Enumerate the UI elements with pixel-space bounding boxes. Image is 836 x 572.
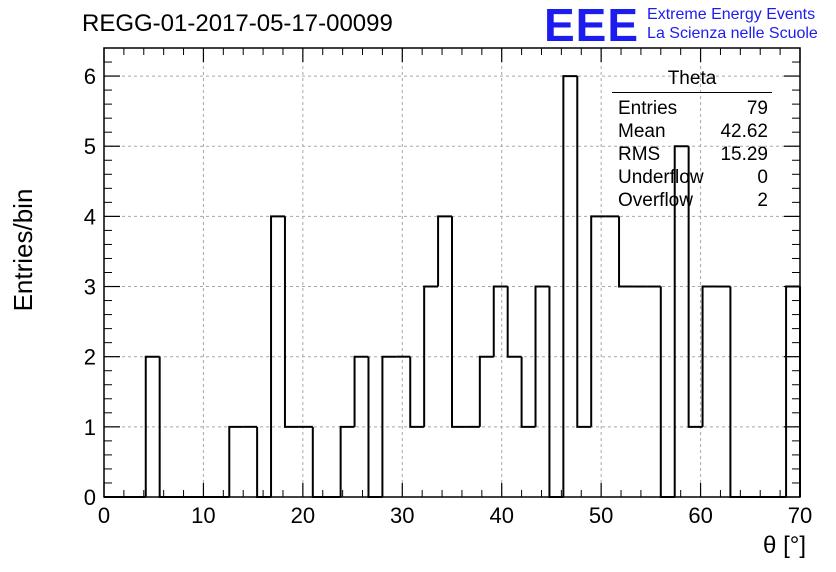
stats-label: Mean xyxy=(618,121,666,142)
histogram-bin xyxy=(659,286,675,498)
x-axis-label: θ [°] xyxy=(763,532,806,559)
stats-row-overflow: Overflow 2 xyxy=(612,189,772,212)
y-tick-label: 3 xyxy=(84,275,96,300)
histogram-bin xyxy=(144,355,160,497)
histogram-bin xyxy=(339,425,355,497)
x-tick-label: 50 xyxy=(589,503,613,528)
stats-row-mean: Mean 42.62 xyxy=(612,120,772,143)
histogram-bin xyxy=(701,285,717,427)
stats-value: 0 xyxy=(757,167,768,188)
histogram-bin xyxy=(381,355,397,497)
histogram-bin xyxy=(270,215,285,497)
x-tick-label: 10 xyxy=(191,503,215,528)
logo-line-2: La Scienza nelle Scuole xyxy=(647,25,818,42)
x-tick-label: 30 xyxy=(390,503,414,528)
histogram-bin xyxy=(311,426,327,498)
y-tick-label: 4 xyxy=(84,204,96,229)
x-tick-label: 60 xyxy=(688,503,712,528)
histogram-bin xyxy=(451,216,466,428)
stats-row-rms: RMS 15.29 xyxy=(612,143,772,166)
y-tick-label: 1 xyxy=(84,415,96,440)
y-tick-label: 5 xyxy=(84,134,96,159)
x-tick-label: 0 xyxy=(98,503,110,528)
histogram-bin xyxy=(478,355,494,427)
histogram-bin xyxy=(673,145,689,497)
histogram-bin xyxy=(729,286,745,498)
stats-value: 42.62 xyxy=(720,121,768,142)
histogram-bin xyxy=(785,285,800,497)
histogram-bin xyxy=(228,425,244,497)
histogram-bin xyxy=(353,355,369,427)
y-tick-label: 6 xyxy=(84,64,96,89)
histogram-bin xyxy=(423,285,439,427)
axis-ticks xyxy=(103,48,801,498)
stats-row-underflow: Underflow 0 xyxy=(612,166,772,189)
stats-row-entries: Entries 79 xyxy=(612,97,772,120)
x-tick-label: 40 xyxy=(489,503,513,528)
y-tick-label: 0 xyxy=(84,485,96,510)
histogram-bin xyxy=(534,285,550,427)
stats-label: Underflow xyxy=(618,167,704,188)
y-axis-label: Entries/bin xyxy=(8,188,38,312)
histogram-bin xyxy=(576,76,592,428)
histogram-bin xyxy=(618,216,633,288)
stats-value: 15.29 xyxy=(720,144,768,165)
histogram-bin xyxy=(506,286,522,358)
histogram-bin xyxy=(409,356,425,428)
histogram-bin xyxy=(437,215,452,287)
histogram-bin xyxy=(687,146,703,428)
stats-label: Overflow xyxy=(618,190,693,211)
histogram-bin xyxy=(283,216,299,428)
histogram-bin xyxy=(492,285,508,357)
x-tick-label: 20 xyxy=(291,503,315,528)
logo-text: Extreme Energy Events La Scienza nelle S… xyxy=(647,5,818,43)
stats-label: RMS xyxy=(618,144,661,165)
eee-logo: EEE Extreme Energy Events La Scienza nel… xyxy=(544,2,818,48)
y-tick-label: 2 xyxy=(84,345,96,370)
stats-label: Entries xyxy=(618,98,678,119)
x-tick-label: 70 xyxy=(788,503,812,528)
histogram-bin xyxy=(548,286,564,498)
stats-value: 2 xyxy=(757,190,768,211)
histogram-bin xyxy=(590,215,606,427)
histogram-bin xyxy=(256,426,272,498)
stats-box: Theta Entries 79 Mean 42.62 RMS 15.29 Un… xyxy=(612,68,772,212)
logo-mark: EEE xyxy=(544,0,640,51)
stats-title: Theta xyxy=(612,68,772,93)
histogram-bin xyxy=(520,356,536,428)
chart-title: REGG-01-2017-05-17-00099 xyxy=(82,10,393,37)
logo-line-1: Extreme Energy Events xyxy=(647,6,816,23)
stats-value: 79 xyxy=(746,98,768,119)
histogram-bin xyxy=(562,75,578,497)
